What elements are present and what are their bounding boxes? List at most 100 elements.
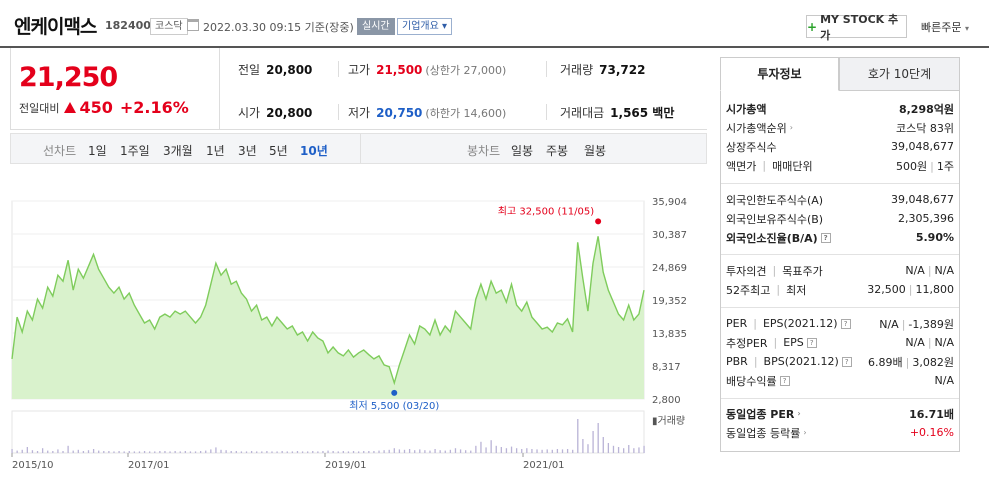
period-5y[interactable]: 5년 [269, 144, 288, 158]
stock-code: 182400 [105, 19, 151, 32]
info-value: 코스닥 83위 [896, 121, 954, 135]
volume-bar [373, 451, 375, 453]
separator: | [908, 283, 913, 296]
quick-order-label: 빠른주문 [921, 21, 962, 34]
volume-bar [378, 450, 380, 453]
info-label[interactable]: 시가총액순위 › [726, 120, 793, 136]
separator: | [776, 283, 781, 296]
info-label-text: BPS(2021.12) [763, 355, 839, 368]
help-icon[interactable]: ? [841, 356, 852, 367]
info-label[interactable]: 동일업종 PER › [726, 406, 801, 422]
info-label-text: 배당수익률 [726, 374, 777, 388]
volume-bar [250, 451, 253, 453]
volume-bar [189, 451, 192, 453]
volume-bar [149, 451, 151, 453]
face-value: 500원 [896, 159, 928, 173]
x-tick-label: 2017/01 [128, 460, 170, 471]
divider [338, 61, 339, 77]
tab-investment-info[interactable]: 투자정보 [720, 57, 839, 91]
opinion-value: N/A [905, 264, 925, 277]
period-1d[interactable]: 1일 [88, 144, 107, 158]
stat-label: 시가 [238, 106, 261, 120]
candle-daily[interactable]: 일봉 [511, 144, 534, 158]
stock-name: 엔케이맥스 [14, 16, 97, 38]
volume-bar [623, 448, 625, 453]
realtime-button[interactable]: 실시간 [357, 18, 395, 35]
info-label-text: 외국인소진율(B/A) [726, 231, 818, 245]
help-icon[interactable]: ? [806, 337, 817, 348]
volume-bar [383, 450, 385, 453]
current-price-box: 21,250 전일대비 450 +2.16% [10, 48, 220, 130]
y-tick-label: 8,317 [652, 362, 681, 373]
volume-bar [357, 451, 360, 453]
volume-bar [521, 449, 523, 453]
volume-bar [82, 451, 85, 453]
volume-bar [256, 451, 258, 453]
period-3m[interactable]: 3개월 [163, 144, 193, 158]
stat-volume: 거래량 73,722 [560, 61, 645, 78]
separator: | [930, 159, 934, 173]
stat-value: 73,722 [599, 63, 646, 77]
volume-bar [194, 451, 197, 453]
volume-bar [475, 445, 477, 453]
volume-bar [87, 450, 90, 453]
help-icon[interactable]: ? [779, 375, 790, 386]
info-label: 액면가 | 매매단위 [726, 158, 813, 174]
volume-bar [199, 451, 202, 453]
volume-bar [485, 447, 487, 453]
tab-orderbook[interactable]: 호가 10단계 [839, 57, 960, 91]
stock-header: 엔케이맥스 182400 코스닥 2022.03.30 09:15 기준(장중)… [0, 0, 989, 48]
quick-order-button[interactable]: 빠른주문 ▾ [921, 19, 969, 35]
volume-bar [57, 449, 59, 453]
info-row-cap-rank: 시가총액순위 › 코스닥 83위 [726, 118, 954, 137]
volume-bar [47, 450, 49, 453]
volume-bar [36, 451, 39, 453]
info-row-est-per: 추정PER | EPS? N/A | N/A [726, 333, 954, 352]
period-3y[interactable]: 3년 [238, 144, 257, 158]
volume-bar [398, 449, 401, 453]
x-tick-label: 2015/10 [12, 460, 54, 471]
volume-bar [607, 443, 610, 453]
price-line [11, 236, 645, 386]
volume-label: ▮거래량 [652, 415, 685, 427]
low-marker [391, 389, 398, 396]
info-label[interactable]: 동일업종 등락률 › [726, 425, 807, 441]
current-price: 21,250 [19, 62, 118, 93]
info-label: 시가총액 [726, 102, 767, 116]
add-mystock-button[interactable]: + MY STOCK 추가 [806, 13, 907, 42]
price-chart[interactable]: 35,904 30,387 24,869 19,352 13,835 8,317 2,800… [10, 166, 707, 485]
volume-bar [113, 451, 115, 453]
volume-bar [510, 446, 513, 453]
stat-value: 1,565 백만 [610, 106, 675, 120]
volume-bar [561, 449, 564, 453]
y-tick-label: 35,904 [652, 197, 687, 208]
period-10y[interactable]: 10년 [300, 144, 328, 158]
volume-bar [429, 450, 431, 453]
info-label-text: 투자의견 [726, 264, 767, 278]
x-tick-label: 2019/01 [325, 460, 367, 471]
arrow-right-icon: › [803, 428, 807, 437]
volume-bar [368, 451, 370, 453]
y-tick-label: 24,869 [652, 263, 687, 274]
separator: | [773, 336, 778, 349]
period-1w[interactable]: 1주일 [120, 144, 150, 158]
info-label-text: PBR [726, 355, 748, 368]
volume-bar [92, 449, 95, 453]
candle-weekly[interactable]: 주봉 [546, 144, 569, 158]
volume-bar [307, 451, 309, 453]
company-overview-button[interactable]: 기업개요 ▾ [397, 18, 453, 35]
candle-monthly[interactable]: 월봉 [584, 144, 607, 158]
volume-bar [439, 450, 441, 453]
volume-bar [444, 450, 446, 453]
info-row-foreign-limit: 외국인한도주식수(A) 39,048,677 [726, 190, 954, 209]
volume-bar [393, 448, 395, 453]
company-overview-label: 기업개요 [402, 21, 439, 32]
period-1y[interactable]: 1년 [206, 144, 225, 158]
y-tick-label: 30,387 [652, 230, 687, 241]
volume-bar [21, 449, 23, 453]
high-marker [595, 218, 602, 225]
help-icon[interactable]: ? [820, 232, 831, 243]
separator: | [927, 264, 932, 277]
help-icon[interactable]: ? [840, 318, 851, 329]
volume-bar [52, 451, 54, 453]
